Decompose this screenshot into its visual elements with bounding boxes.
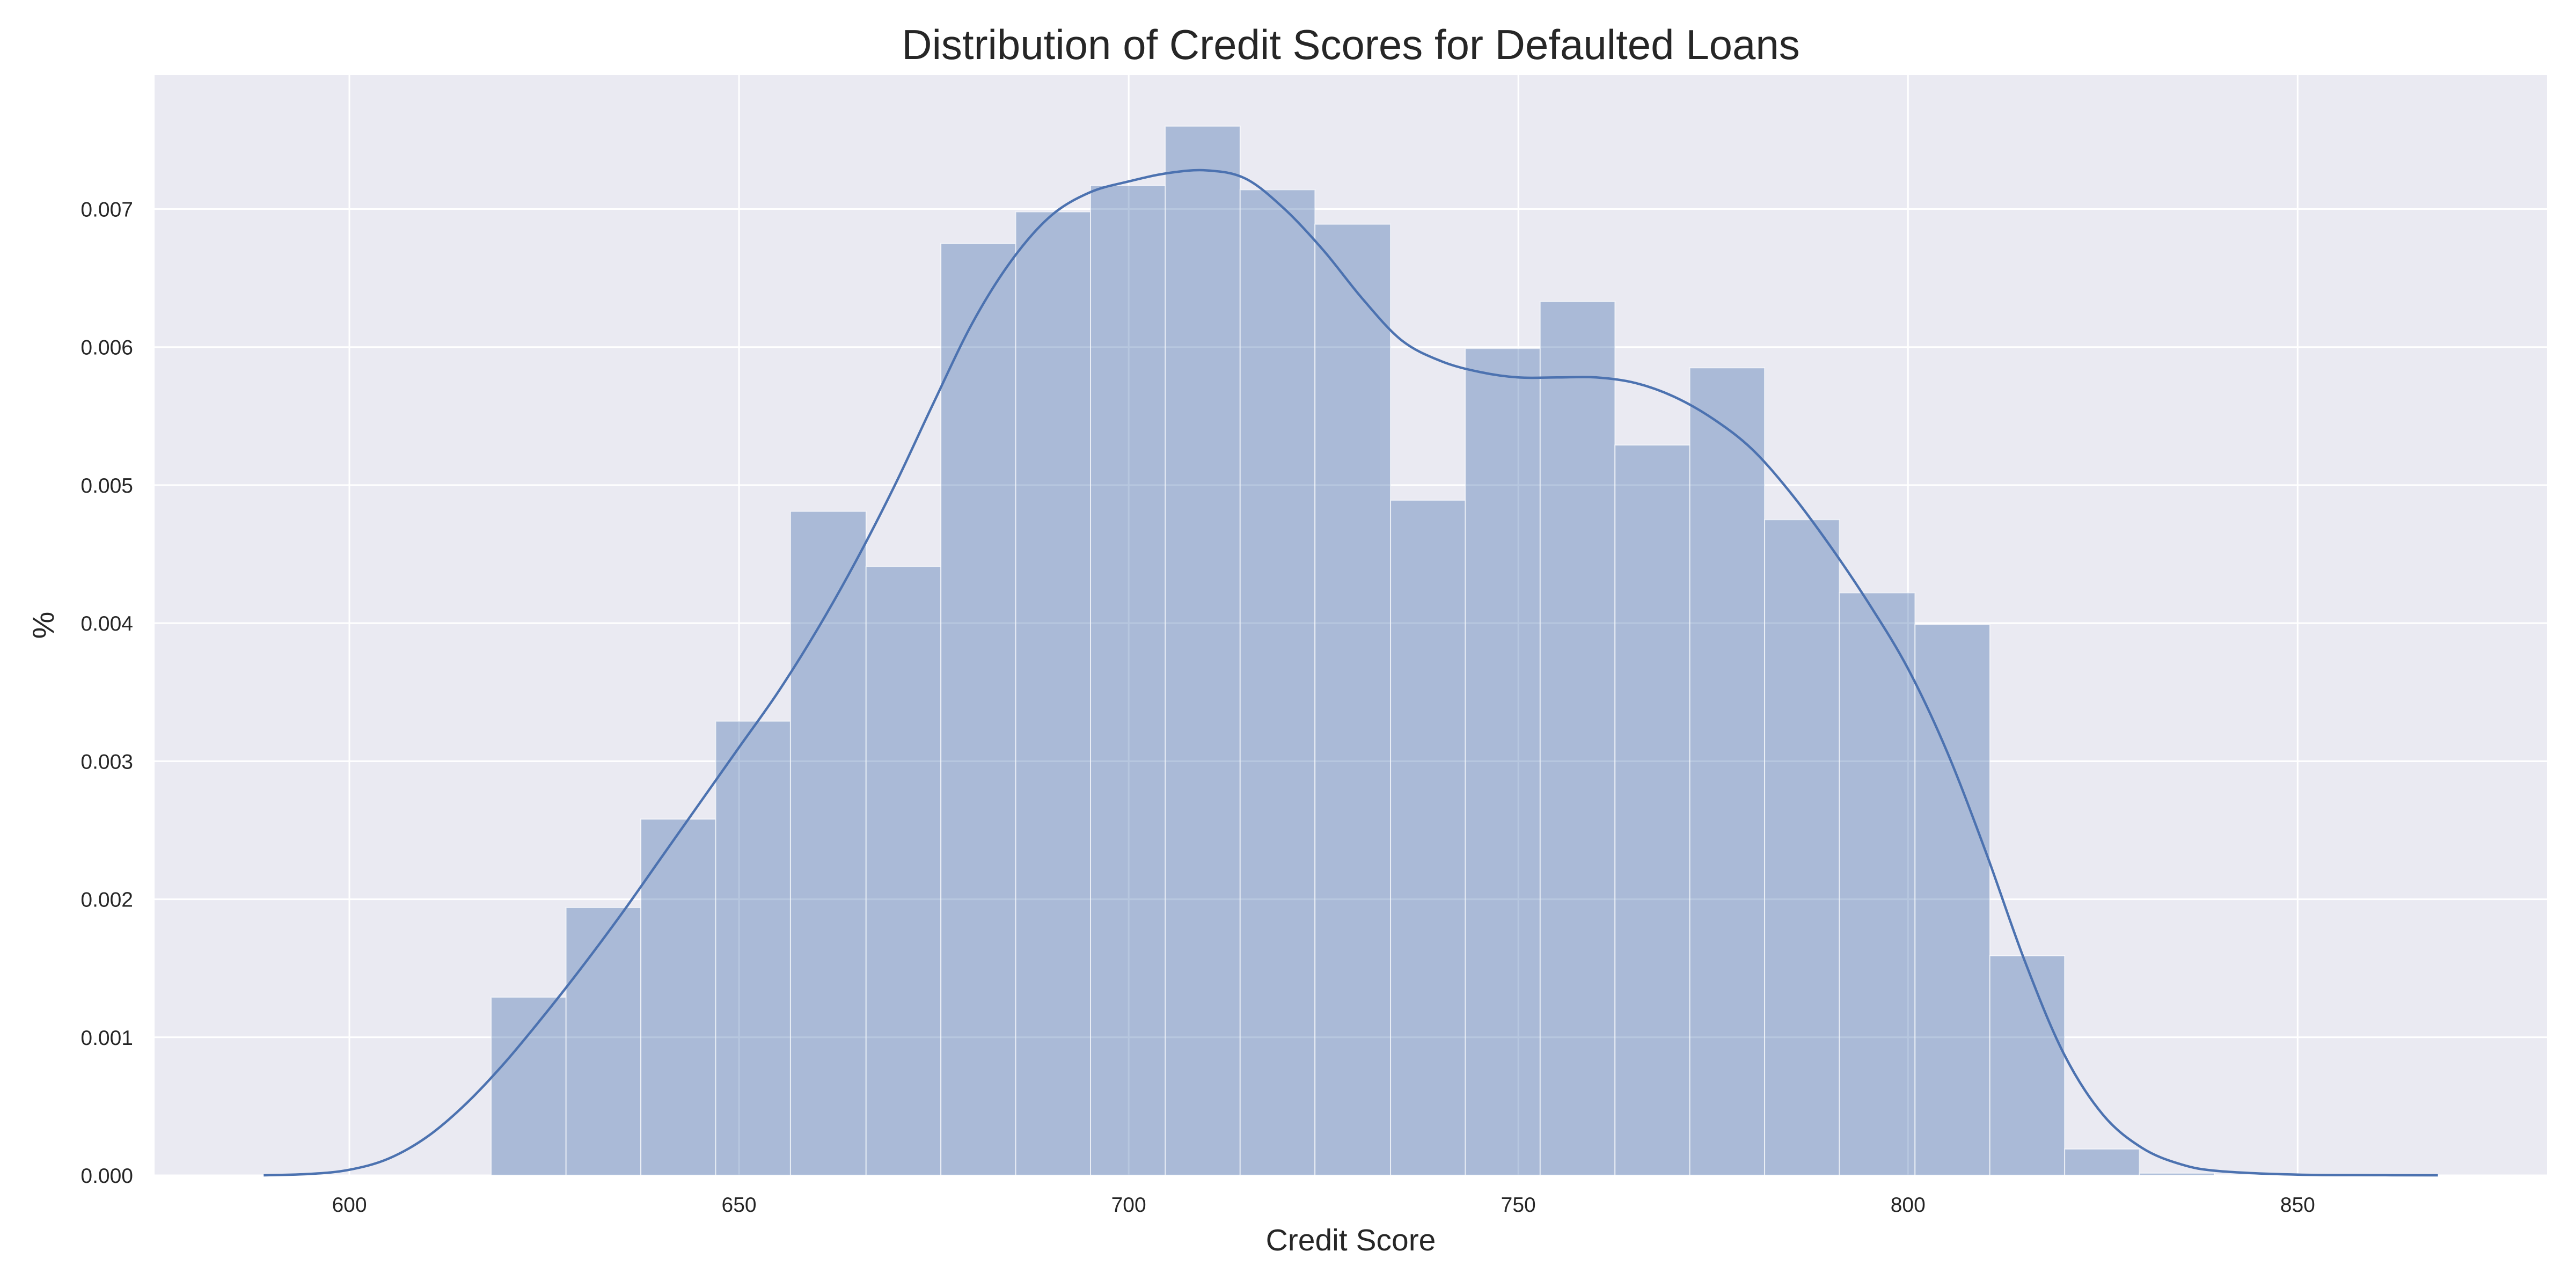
histogram-bar [1839, 592, 1916, 1176]
y-tick-label: 0.004 [80, 612, 133, 635]
x-tick-label: 800 [1891, 1194, 1926, 1217]
histogram-bar [940, 243, 1016, 1176]
histogram-bar [1089, 185, 1166, 1176]
histogram-bar [640, 818, 716, 1176]
histogram-bar [1614, 444, 1690, 1176]
x-tick-label: 650 [722, 1194, 757, 1217]
y-tick-label: 0.005 [80, 474, 133, 497]
y-tick-label: 0.000 [80, 1165, 133, 1188]
histogram-bar [1239, 189, 1316, 1176]
y-tick-label: 0.007 [80, 198, 133, 221]
histogram-bar [1914, 624, 1990, 1176]
histogram-bar [1465, 348, 1541, 1176]
histogram-bar [1539, 301, 1616, 1176]
x-axis-label: Credit Score [1266, 1223, 1436, 1257]
histogram-bar [565, 907, 642, 1176]
plot-background [155, 75, 2547, 1175]
x-tick-label: 700 [1111, 1194, 1146, 1217]
histogram-bar [2064, 1148, 2140, 1176]
histogram-bar [865, 566, 942, 1176]
histogram-bar [1314, 223, 1392, 1176]
y-axis-label: % [26, 612, 61, 639]
y-tick-label: 0.002 [80, 889, 133, 912]
histogram-bars [491, 126, 2215, 1176]
histogram-bar [1390, 500, 1466, 1176]
y-tick-label: 0.003 [80, 750, 133, 773]
histogram-bar [1689, 367, 1766, 1176]
x-tick-label: 600 [332, 1194, 367, 1217]
x-tick-label: 750 [1501, 1194, 1536, 1217]
histogram-bar [1165, 126, 1241, 1176]
histogram-bar [715, 720, 791, 1176]
histogram-bar [1015, 211, 1091, 1176]
y-tick-label: 0.006 [80, 336, 133, 360]
chart-title: Distribution of Credit Scores for Defaul… [902, 21, 1800, 68]
histogram-bar [1989, 955, 2066, 1176]
histogram-bar [1764, 519, 1840, 1176]
histogram-bar [2139, 1173, 2215, 1176]
y-tick-label: 0.001 [80, 1027, 133, 1050]
histogram-bar [491, 997, 567, 1176]
x-tick-labels: 600 650 700 750 800 850 [332, 1194, 2315, 1217]
y-tick-labels: 0.000 0.001 0.002 0.003 0.004 0.005 0.006 0.007 [80, 198, 133, 1188]
x-tick-label: 850 [2280, 1194, 2315, 1217]
kde-curve [264, 169, 2438, 1177]
